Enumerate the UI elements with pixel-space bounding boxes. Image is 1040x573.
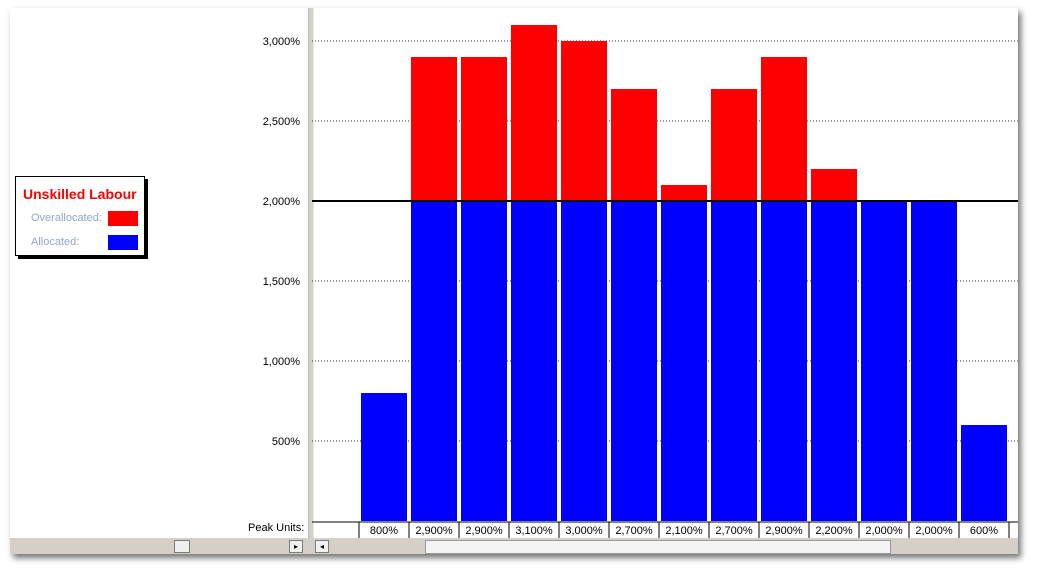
bar-overallocated bbox=[661, 185, 707, 201]
horizontal-scrollbar-strip: ▸ ◂ bbox=[10, 538, 1018, 554]
peak-units-label: Peak Units: bbox=[248, 522, 305, 534]
peak-units-value: 2,100% bbox=[665, 525, 703, 537]
scroll-right-arrow-button[interactable]: ▸ bbox=[289, 540, 303, 553]
bar-overallocated bbox=[561, 41, 607, 201]
peak-units-value: 800% bbox=[370, 525, 398, 537]
peak-units-value: 2,000% bbox=[915, 525, 953, 537]
legend-overallocated-label: Overallocated: bbox=[31, 212, 102, 224]
y-tick-label: 2,500% bbox=[263, 116, 301, 128]
peak-units-value: 600% bbox=[970, 525, 998, 537]
bar-allocated bbox=[711, 201, 757, 521]
bar-allocated bbox=[511, 201, 557, 521]
resource-graph-window: Unskilled Labour Overallocated: Allocate… bbox=[10, 8, 1018, 554]
bar-allocated bbox=[961, 425, 1007, 521]
y-tick-label: 2,000% bbox=[263, 196, 301, 208]
peak-units-value: 2,900% bbox=[765, 525, 803, 537]
pane-splitter[interactable] bbox=[308, 8, 314, 554]
legend-allocated-label: Allocated: bbox=[31, 236, 80, 248]
bar-allocated bbox=[661, 201, 707, 521]
chevron-left-icon: ◂ bbox=[319, 542, 324, 551]
peak-units-value: 3,000% bbox=[565, 525, 603, 537]
bar-overallocated bbox=[711, 89, 757, 201]
bar-overallocated bbox=[411, 57, 457, 201]
peak-units-value: 2,000% bbox=[865, 525, 903, 537]
bar-overallocated bbox=[811, 169, 857, 201]
y-tick-label: 1,000% bbox=[263, 356, 301, 368]
bar-overallocated bbox=[611, 89, 657, 201]
bar-allocated bbox=[561, 201, 607, 521]
bar-allocated bbox=[911, 201, 957, 521]
bar-overallocated bbox=[461, 57, 507, 201]
legend-overallocated-swatch bbox=[108, 211, 138, 226]
bar-allocated bbox=[811, 201, 857, 521]
bar-overallocated bbox=[511, 25, 557, 201]
bar-allocated bbox=[461, 201, 507, 521]
legend-pane: Unskilled Labour Overallocated: Allocate… bbox=[10, 8, 308, 538]
resource-histogram: 500% 1,000% 1,500% 2,000% 2,500% 3,000% 800% 2… bbox=[263, 25, 1018, 538]
bar-allocated bbox=[861, 201, 907, 521]
peak-units-value: 2,700% bbox=[615, 525, 653, 537]
legend-box: Unskilled Labour Overallocated: Allocate… bbox=[15, 176, 145, 256]
left-pane-scroll-thumb[interactable] bbox=[174, 540, 190, 553]
legend-title: Unskilled Labour bbox=[23, 186, 137, 202]
peak-units-value: 2,700% bbox=[715, 525, 753, 537]
chevron-right-icon: ▸ bbox=[293, 542, 298, 551]
bar-allocated bbox=[411, 201, 457, 521]
y-tick-label: 1,500% bbox=[263, 276, 301, 288]
bar-allocated bbox=[761, 201, 807, 521]
y-tick-label: 500% bbox=[272, 436, 300, 448]
scroll-left-arrow-button[interactable]: ◂ bbox=[315, 540, 329, 553]
peak-units-value: 3,100% bbox=[515, 525, 553, 537]
peak-units-value: 2,900% bbox=[415, 525, 453, 537]
peak-units-value: 2,900% bbox=[465, 525, 503, 537]
bar-allocated bbox=[611, 201, 657, 521]
y-tick-label: 3,000% bbox=[263, 36, 301, 48]
peak-units-value: 2,200% bbox=[815, 525, 853, 537]
legend-allocated-swatch bbox=[108, 235, 138, 250]
chart-scroll-thumb[interactable] bbox=[425, 540, 891, 554]
bar-overallocated bbox=[761, 57, 807, 201]
bar-allocated bbox=[361, 393, 407, 521]
